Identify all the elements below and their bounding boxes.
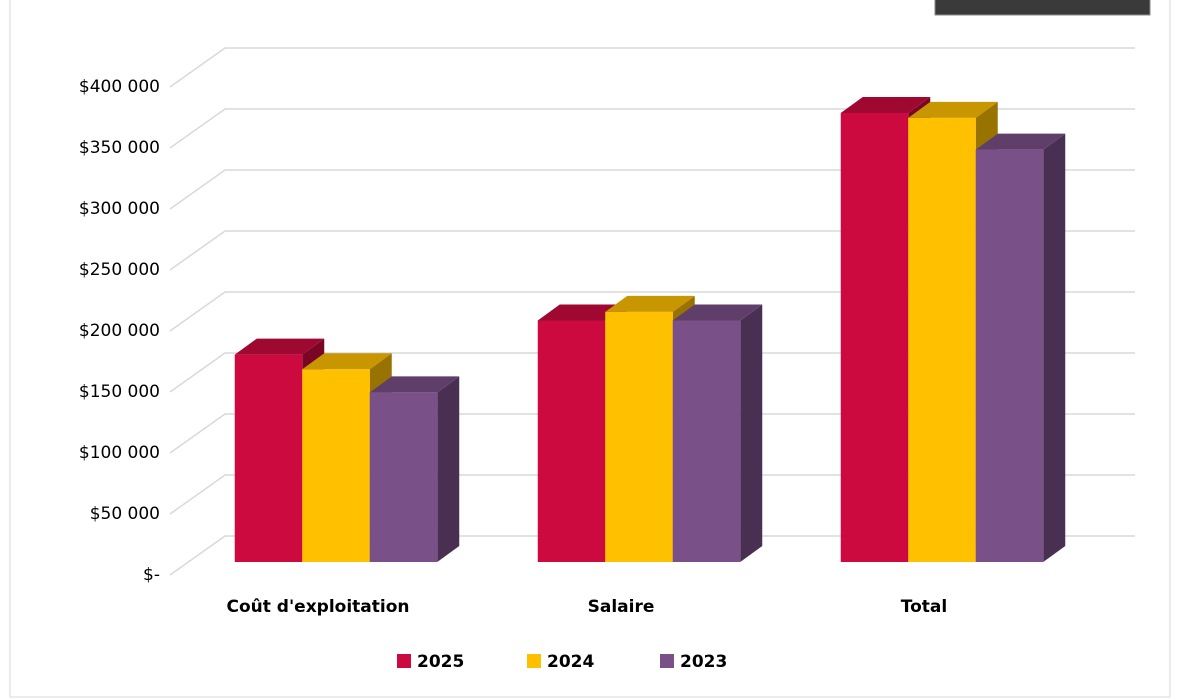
grid-line bbox=[169, 535, 1135, 576]
y-tick-label: $100 000 bbox=[79, 443, 160, 463]
bar-top bbox=[369, 376, 460, 393]
bar-top bbox=[234, 338, 325, 355]
bar-side bbox=[740, 304, 763, 562]
legend-swatch bbox=[660, 654, 674, 668]
x-tick-label: Salaire bbox=[588, 597, 655, 617]
bar-top bbox=[840, 97, 931, 114]
x-tick-label: Total bbox=[901, 597, 947, 617]
bar-front bbox=[975, 149, 1044, 562]
y-tick-label: $50 000 bbox=[90, 504, 160, 524]
grid-line bbox=[169, 413, 1135, 454]
bar-front bbox=[605, 311, 673, 562]
grid-line bbox=[169, 47, 1135, 88]
bar-top bbox=[605, 295, 695, 312]
grid-line bbox=[169, 291, 1135, 332]
grid-line bbox=[169, 352, 1135, 393]
bar-front bbox=[537, 320, 606, 562]
bar-top bbox=[302, 353, 392, 370]
y-tick-label: $- bbox=[143, 565, 160, 585]
bar-top bbox=[975, 133, 1066, 150]
y-tick-label: $300 000 bbox=[79, 199, 160, 219]
bar-top bbox=[672, 304, 763, 321]
bar-front bbox=[234, 354, 303, 562]
legend-swatch bbox=[527, 654, 541, 668]
grid-line bbox=[169, 169, 1135, 210]
bar-top bbox=[537, 304, 628, 321]
bar-front bbox=[302, 369, 370, 562]
grid-line bbox=[169, 230, 1135, 271]
legend-label: 2024 bbox=[547, 652, 594, 672]
legend-swatch bbox=[397, 654, 411, 668]
bar-front bbox=[369, 392, 438, 562]
bar bbox=[975, 133, 1066, 562]
bar-front bbox=[672, 320, 741, 562]
bar-front bbox=[840, 113, 909, 562]
grid-line bbox=[169, 108, 1135, 149]
bar bbox=[369, 376, 460, 562]
bar bbox=[672, 304, 763, 562]
legend-label: 2025 bbox=[417, 652, 464, 672]
grid-line bbox=[169, 474, 1135, 515]
y-tick-label: $150 000 bbox=[79, 382, 160, 402]
bar-side bbox=[437, 376, 460, 562]
legend-label: 2023 bbox=[680, 652, 727, 672]
y-tick-label: $400 000 bbox=[79, 77, 160, 97]
bar-top bbox=[908, 101, 998, 118]
bar-side bbox=[1043, 133, 1066, 562]
corner-image bbox=[934, 0, 1151, 16]
x-tick-label: Coût d'exploitation bbox=[226, 597, 409, 617]
y-tick-label: $200 000 bbox=[79, 321, 160, 341]
y-tick-label: $350 000 bbox=[79, 138, 160, 158]
bar-front bbox=[908, 117, 976, 563]
y-tick-label: $250 000 bbox=[79, 260, 160, 280]
